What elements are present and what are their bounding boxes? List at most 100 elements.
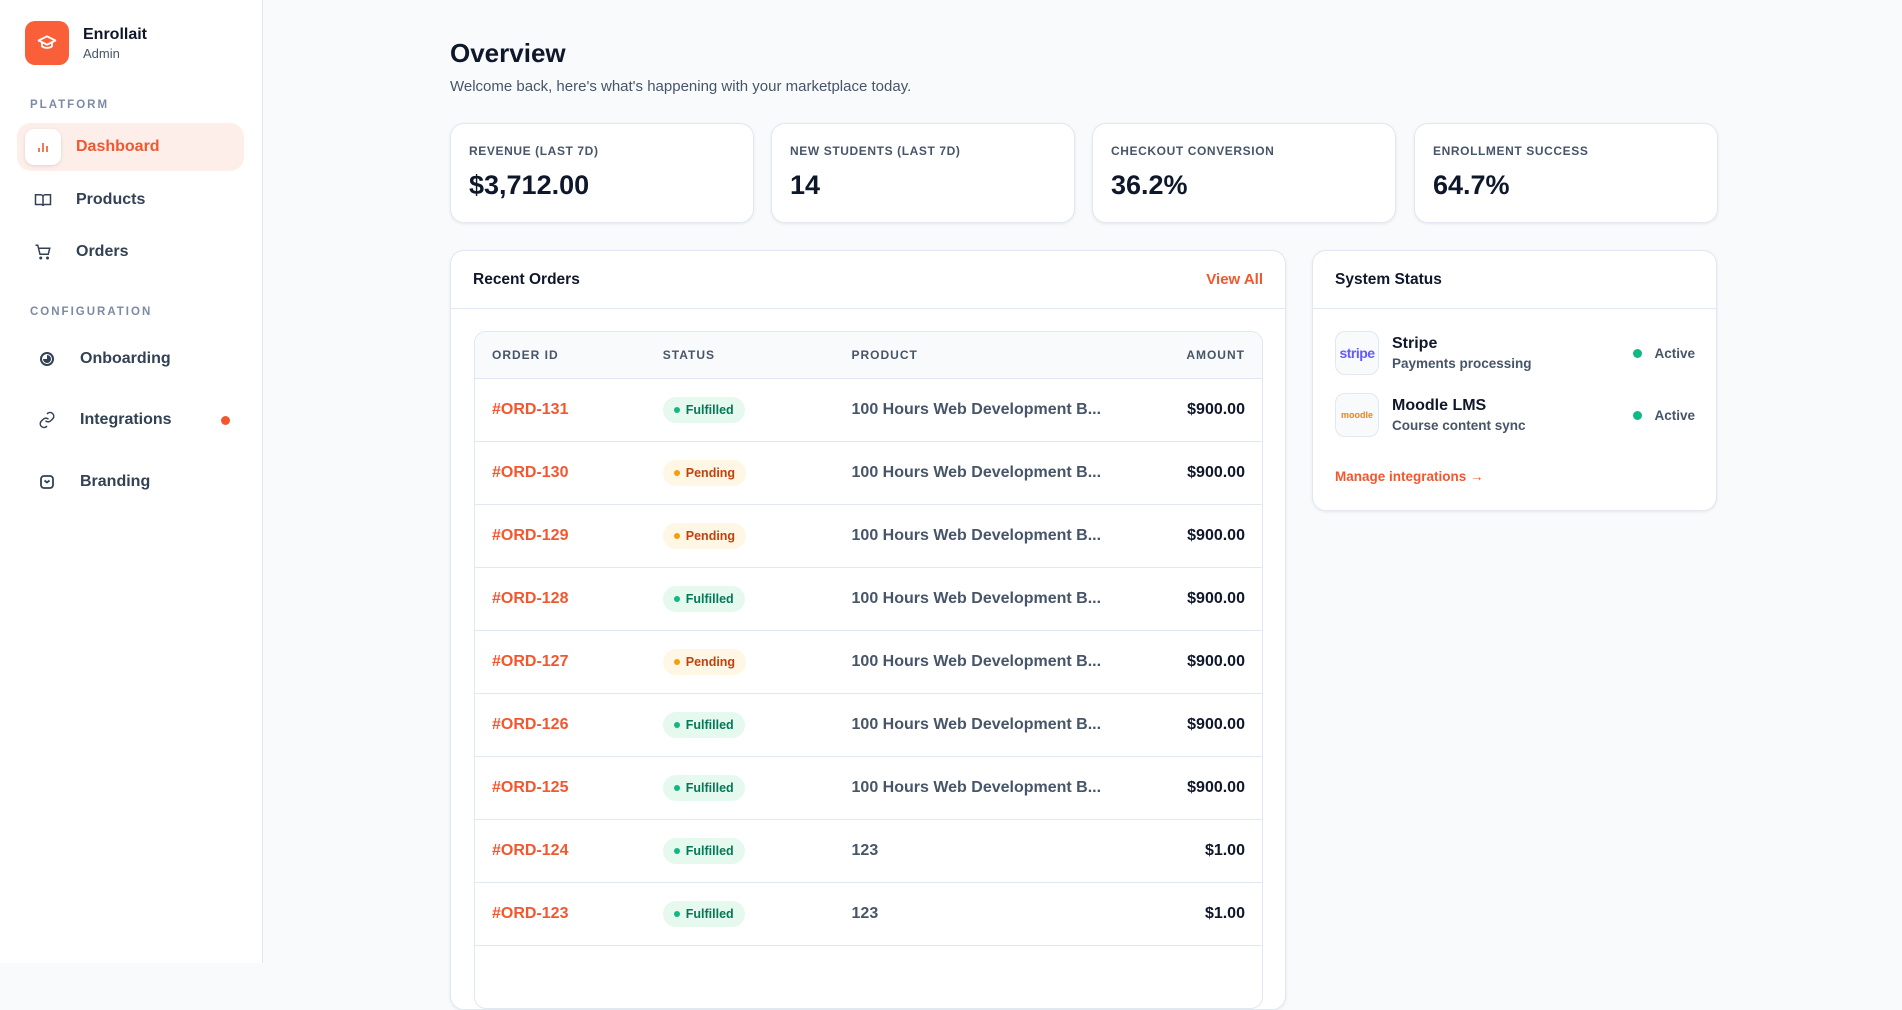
- status-dot: [673, 407, 680, 413]
- table-header: ORDER ID STATUS PRODUCT AMOUNT: [475, 332, 1262, 378]
- table-row[interactable]: #ORD-131 Fulfilled 100 Hours Web Develop…: [475, 378, 1262, 441]
- order-amount: $900.00: [1187, 779, 1245, 796]
- order-id-link[interactable]: #ORD-129: [492, 527, 569, 544]
- status-dot: [673, 533, 680, 539]
- product-name: 100 Hours Web Development B...: [851, 653, 1102, 670]
- orders-table: ORDER ID STATUS PRODUCT AMOUNT #ORD-131 …: [474, 331, 1263, 1009]
- graduation-cap-icon: [25, 21, 69, 65]
- sidebar-item-integrations[interactable]: Integrations: [17, 396, 244, 444]
- sidebar-item-branding[interactable]: Branding: [17, 458, 244, 506]
- table-row[interactable]: #ORD-128 Fulfilled 100 Hours Web Develop…: [475, 567, 1262, 630]
- manage-integrations-link[interactable]: Manage integrations →: [1335, 469, 1484, 484]
- brand[interactable]: Enrollait Admin: [25, 21, 147, 65]
- status-text: Pending: [685, 466, 736, 480]
- status-dot: [673, 470, 680, 476]
- status-badge: Fulfilled: [662, 838, 745, 864]
- section-label-platform: PLATFORM: [30, 99, 110, 111]
- sidebar-item-label: Products: [76, 191, 146, 208]
- notification-dot: [221, 415, 230, 425]
- integration-stripe[interactable]: stripe Stripe Payments processing Active: [1335, 331, 1695, 375]
- order-amount: $900.00: [1187, 590, 1245, 607]
- bar-chart-icon: [25, 129, 61, 165]
- status-text: Pending: [685, 529, 736, 543]
- brand-name: Enrollait: [83, 25, 148, 43]
- order-id-link[interactable]: #ORD-130: [492, 464, 569, 481]
- stat-card-checkout-conversion: CHECKOUT CONVERSION 36.2%: [1092, 123, 1396, 223]
- status-badge: Pending: [662, 460, 747, 486]
- status-badge: Pending: [662, 649, 747, 675]
- order-id-link[interactable]: #ORD-126: [492, 716, 569, 733]
- sidebar-item-orders[interactable]: Orders: [17, 228, 244, 276]
- order-id-link[interactable]: #ORD-131: [492, 401, 569, 418]
- status-badge: Pending: [662, 523, 747, 549]
- product-name: 100 Hours Web Development B...: [851, 779, 1102, 796]
- stat-card-new-students: NEW STUDENTS (LAST 7D) 14: [771, 123, 1075, 223]
- integration-desc: Course content sync: [1392, 418, 1526, 433]
- moodle-logo: moodle: [1335, 393, 1379, 437]
- order-amount: $900.00: [1187, 401, 1245, 418]
- table-row[interactable]: [475, 945, 1262, 1008]
- table-row[interactable]: #ORD-130 Pending 100 Hours Web Developme…: [475, 441, 1262, 504]
- order-id-link[interactable]: #ORD-125: [492, 779, 569, 796]
- integration-moodle[interactable]: moodle Moodle LMS Course content sync Act…: [1335, 393, 1695, 437]
- integration-name: Stripe: [1392, 335, 1438, 352]
- status-dot: [673, 659, 680, 665]
- product-name: 123: [851, 842, 879, 859]
- stat-card-enrollment-success: ENROLLMENT SUCCESS 64.7%: [1414, 123, 1718, 223]
- status-badge: Fulfilled: [662, 775, 745, 801]
- status-indicator: Active: [1633, 346, 1695, 361]
- order-id-link[interactable]: #ORD-124: [492, 842, 569, 859]
- product-name: 100 Hours Web Development B...: [851, 590, 1102, 607]
- table-row[interactable]: #ORD-126 Fulfilled 100 Hours Web Develop…: [475, 693, 1262, 756]
- view-all-link[interactable]: View All: [1206, 271, 1263, 288]
- table-row[interactable]: #ORD-123 Fulfilled 123 $1.00: [475, 882, 1262, 945]
- status-badge: Fulfilled: [662, 712, 745, 738]
- status-text: Fulfilled: [685, 907, 734, 921]
- table-row[interactable]: #ORD-129 Pending 100 Hours Web Developme…: [475, 504, 1262, 567]
- column-header: PRODUCT: [851, 348, 918, 362]
- status-badge: Fulfilled: [662, 901, 745, 927]
- table-row[interactable]: #ORD-124 Fulfilled 123 $1.00: [475, 819, 1262, 882]
- sidebar-item-dashboard[interactable]: Dashboard: [17, 123, 244, 171]
- sidebar-item-label: Orders: [76, 243, 129, 260]
- status-dot: [1633, 410, 1643, 420]
- order-id-link[interactable]: #ORD-127: [492, 653, 569, 670]
- order-amount: $900.00: [1187, 653, 1245, 670]
- column-header: STATUS: [662, 348, 715, 362]
- status-text: Fulfilled: [685, 844, 734, 858]
- table-row[interactable]: #ORD-127 Pending 100 Hours Web Developme…: [475, 630, 1262, 693]
- order-id-link[interactable]: #ORD-123: [492, 905, 569, 922]
- sidebar-item-products[interactable]: Products: [17, 176, 244, 224]
- status-text: Active: [1654, 345, 1695, 361]
- product-name: 100 Hours Web Development B...: [851, 464, 1102, 481]
- product-name: 123: [851, 905, 879, 922]
- product-name: 100 Hours Web Development B...: [851, 401, 1102, 418]
- sidebar-item-label: Dashboard: [76, 138, 160, 155]
- integration-desc: Payments processing: [1392, 356, 1532, 371]
- stat-value: $3,712.00: [469, 170, 590, 200]
- status-dot: [673, 911, 680, 917]
- status-dot: [673, 848, 680, 854]
- section-label-configuration: CONFIGURATION: [30, 306, 153, 318]
- brand-role: Admin: [83, 45, 120, 61]
- status-text: Fulfilled: [685, 592, 734, 606]
- column-header: ORDER ID: [492, 348, 559, 362]
- link-icon: [29, 402, 65, 438]
- stat-label: NEW STUDENTS (LAST 7D): [790, 144, 961, 158]
- sidebar-item-onboarding[interactable]: Onboarding: [17, 335, 244, 383]
- status-text: Fulfilled: [685, 718, 734, 732]
- table-row[interactable]: #ORD-125 Fulfilled 100 Hours Web Develop…: [475, 756, 1262, 819]
- order-id-link[interactable]: #ORD-128: [492, 590, 569, 607]
- status-indicator: Active: [1633, 408, 1695, 423]
- sidebar-item-label: Branding: [80, 473, 151, 490]
- stat-value: 64.7%: [1433, 170, 1510, 200]
- palette-icon: [29, 464, 65, 500]
- stripe-logo: stripe: [1335, 331, 1379, 375]
- order-amount: $900.00: [1187, 464, 1245, 481]
- order-amount: $900.00: [1187, 716, 1245, 733]
- order-amount: $1.00: [1204, 842, 1245, 859]
- card-title: System Status: [1335, 270, 1442, 288]
- order-amount: $900.00: [1187, 527, 1245, 544]
- page-subtitle: Welcome back, here's what's happening wi…: [450, 78, 912, 95]
- order-amount: $1.00: [1204, 905, 1245, 922]
